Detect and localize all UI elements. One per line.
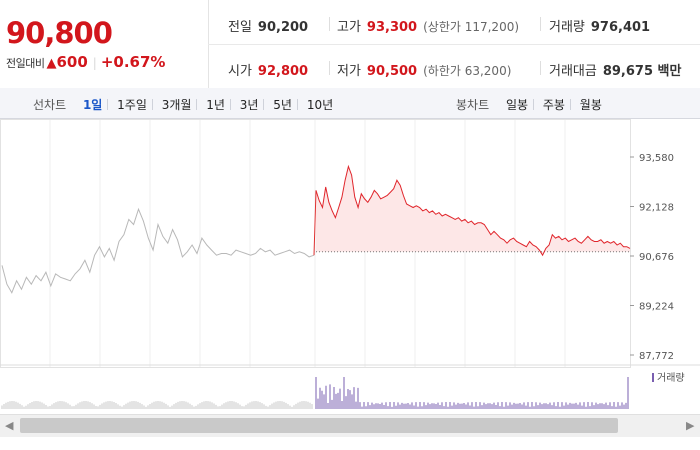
high-label: 고가	[337, 20, 361, 35]
axis-tick-label: 87,772	[639, 351, 674, 362]
divider	[329, 17, 330, 31]
low-label: 저가	[337, 64, 361, 79]
open-label: 시가	[228, 64, 252, 79]
tab-daily-candle[interactable]: 일봉	[505, 98, 529, 112]
price-lines	[1, 164, 631, 294]
price-box: 90,800 전일대비 ▲600 | +0.67%	[0, 0, 209, 88]
tab-5-years[interactable]: 5년	[273, 98, 292, 112]
tab-divider	[107, 99, 109, 110]
volume-legend-label: 거래량	[657, 372, 685, 384]
scroll-thumb[interactable]	[20, 418, 618, 433]
prev-close-label: 전일	[228, 20, 252, 35]
axis-tick-label: 93,580	[639, 153, 674, 164]
divider	[540, 61, 541, 75]
up-triangle-icon: ▲	[46, 56, 57, 71]
tab-divider	[569, 99, 571, 110]
tab-divider	[296, 99, 298, 110]
scroll-left-arrow-icon[interactable]: ◀	[5, 419, 14, 432]
lower-limit: (하한가 63,200)	[423, 64, 512, 78]
change-divider: |	[92, 56, 97, 70]
amount-value: 89,675 백만	[602, 64, 682, 79]
price-jump-line	[313, 190, 317, 256]
tab-3-years[interactable]: 3년	[239, 98, 259, 112]
amount-cell: 거래대금 89,675 백만	[549, 60, 681, 79]
quote-panel: 90,800 전일대비 ▲600 | +0.67% 전일 90,200 고가 93,300…	[0, 0, 700, 89]
high-cell: 고가 93,300 (상한가 117,200)	[337, 16, 519, 35]
previous-day-price-line	[1, 207, 315, 294]
change-percent: +0.67%	[100, 53, 166, 71]
tab-divider	[533, 99, 535, 110]
tab-divider	[229, 99, 231, 110]
high-value: 93,300	[366, 20, 418, 35]
line-chart-tabs: 선차트 1일 1주일 3개월 1년 3년 5년 10년	[33, 96, 338, 113]
tab-divider	[263, 99, 265, 110]
price-change: 전일대비 ▲600 | +0.67%	[6, 53, 165, 71]
tab-1-day[interactable]: 1일	[82, 98, 103, 112]
low-value: 90,500	[366, 64, 418, 79]
scroll-right-arrow-icon[interactable]: ▶	[686, 419, 695, 432]
change-label: 전일대비	[6, 57, 45, 70]
tab-weekly-candle[interactable]: 주봉	[542, 98, 565, 112]
tab-divider	[151, 99, 153, 110]
amount-label: 거래대금	[549, 64, 597, 79]
axis-tick-label: 90,676	[639, 252, 674, 263]
chart-grid	[0, 119, 700, 368]
tab-divider	[196, 99, 198, 110]
tab-3-months[interactable]: 3개월	[161, 98, 192, 112]
change-value: 600	[56, 53, 88, 71]
price-axis: 93,580 92,128 90,676 89,224 87,772	[630, 153, 674, 362]
low-cell: 저가 90,500 (하한가 63,200)	[337, 60, 511, 79]
candle-chart-tabs: 봉차트 일봉 주봉 월봉	[456, 96, 607, 113]
axis-tick-label: 92,128	[639, 203, 674, 214]
volume-bars	[1, 377, 629, 409]
open-cell: 시가 92,800	[228, 60, 308, 79]
volume-cell: 거래량 976,401	[549, 16, 650, 35]
intraday-price-chart[interactable]: 93,580 92,128 90,676 89,224 87,772 거래량	[0, 119, 700, 411]
divider	[329, 61, 330, 75]
axis-tick-label: 89,224	[639, 302, 674, 313]
volume-label: 거래량	[549, 20, 585, 35]
price-area-fill	[316, 166, 630, 256]
tab-monthly-candle[interactable]: 월봉	[579, 98, 602, 112]
chart-scrollbar[interactable]: ◀ ▶	[0, 414, 700, 437]
volume-value: 976,401	[590, 20, 651, 35]
tab-1-year[interactable]: 1년	[206, 98, 225, 112]
candle-chart-label: 봉차트	[456, 98, 490, 112]
volume-legend-swatch	[652, 373, 654, 382]
divider	[540, 17, 541, 31]
today-price-line	[315, 164, 631, 257]
row-divider	[208, 44, 700, 45]
open-value: 92,800	[257, 64, 309, 79]
volume-legend: 거래량	[652, 372, 685, 384]
tab-10-years[interactable]: 10년	[306, 98, 334, 112]
chart-period-tabs: 선차트 1일 1주일 3개월 1년 3년 5년 10년 봉차트 일봉 주봉 월봉	[0, 88, 700, 119]
prev-close-cell: 전일 90,200	[228, 16, 308, 35]
line-chart-label: 선차트	[33, 98, 67, 112]
tab-1-week[interactable]: 1주일	[117, 98, 147, 112]
prev-close-value: 90,200	[257, 20, 309, 35]
upper-limit: (상한가 117,200)	[423, 20, 520, 34]
current-price: 90,800	[6, 16, 113, 50]
